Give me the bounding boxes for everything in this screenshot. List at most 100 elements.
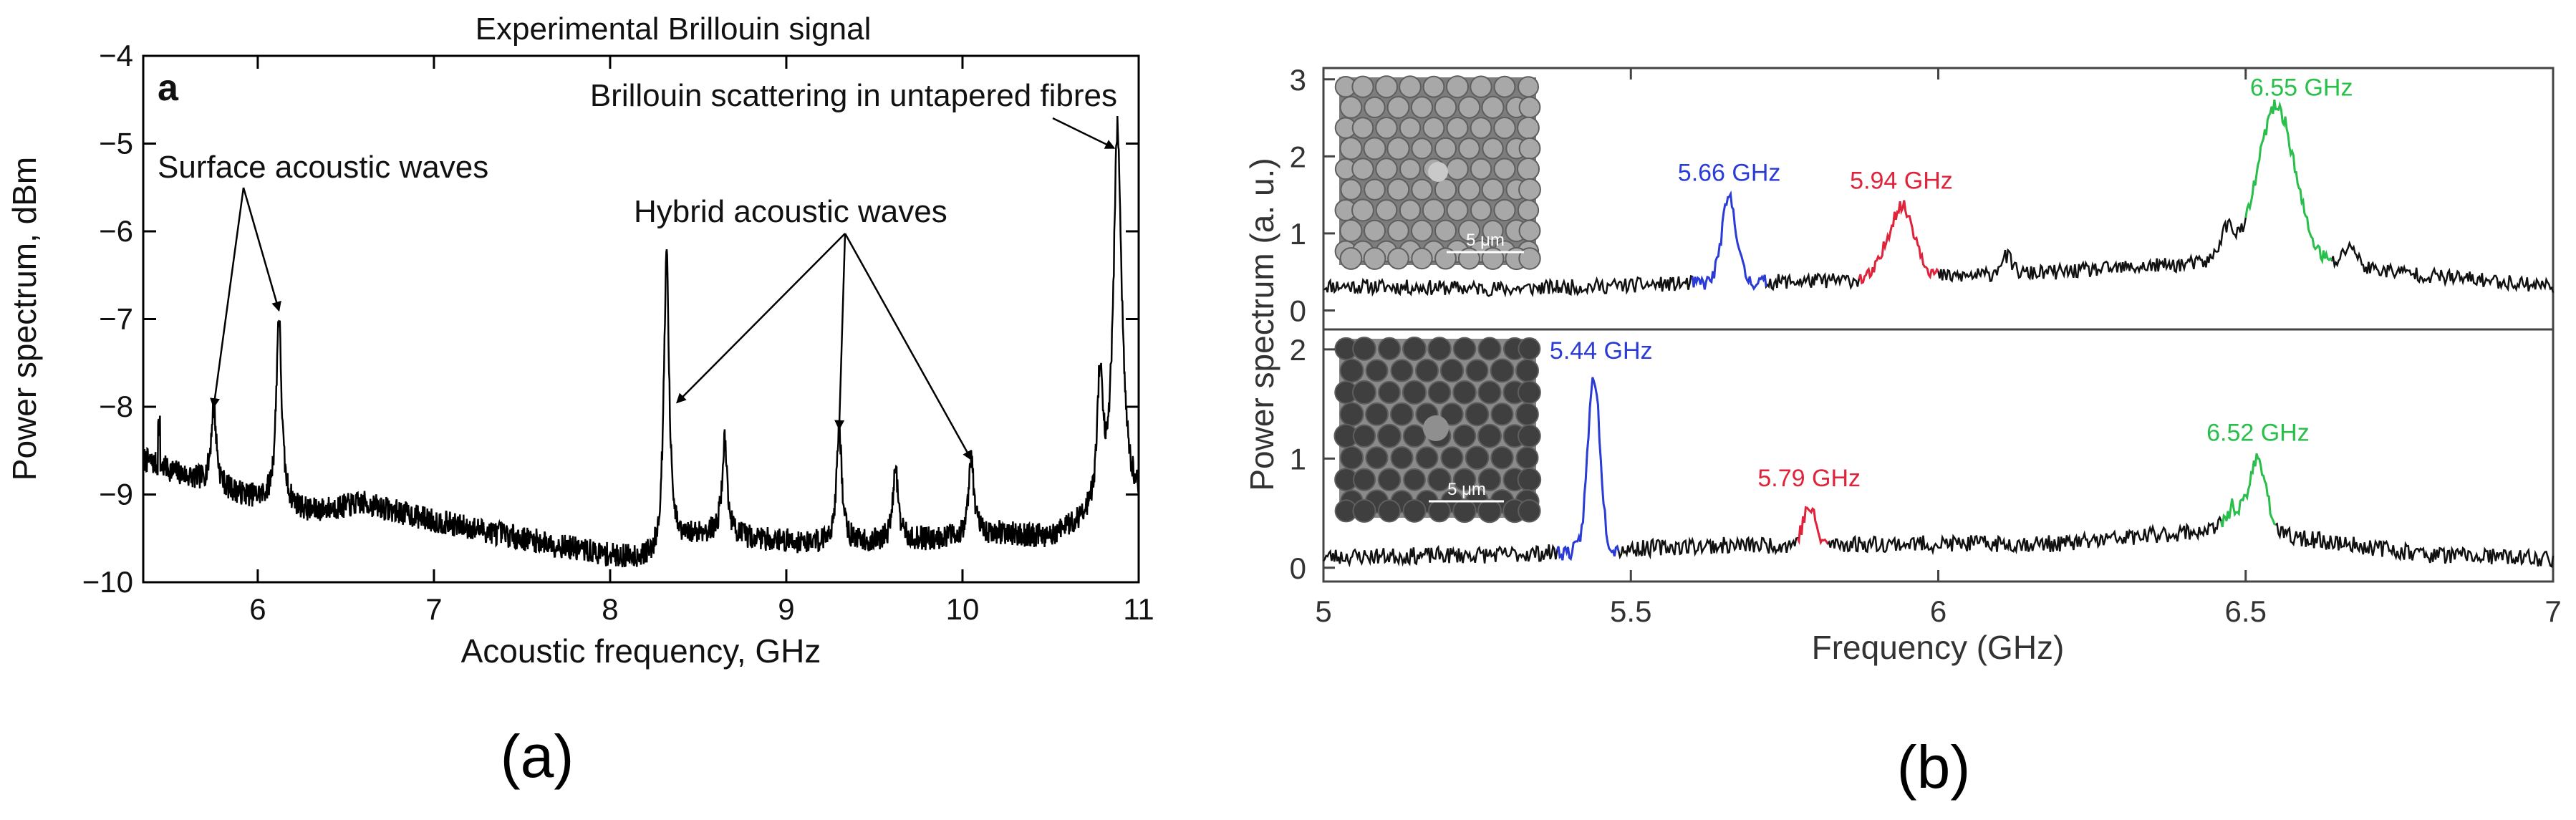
inset-hole [1422, 198, 1446, 222]
inset-hole [1339, 247, 1363, 270]
panel-a-ytick-label: −7 [99, 302, 133, 336]
panel-b-xtick-label: 7 [2544, 594, 2561, 628]
inset-hole [1387, 219, 1409, 242]
inset-hole [1457, 247, 1481, 270]
inset-hole [1387, 247, 1409, 270]
panel-b-xlabel: Frequency (GHz) [1812, 629, 2065, 666]
inset-hole [1352, 424, 1376, 448]
inset-hole [1352, 468, 1376, 491]
inset-hole [1470, 75, 1492, 98]
panel-a-y-ticks: −10 −9 −8 −7 −6 −5 −4 [82, 39, 1139, 599]
inset-hole [1386, 96, 1410, 119]
panel-b-ylabel: Power spectrum (a. u.) [1243, 158, 1280, 491]
inset-hole [1477, 337, 1502, 361]
inset-hole [1339, 358, 1364, 383]
panel-b-peak-label: 5.94 GHz [1850, 167, 1953, 194]
inset-hole [1399, 117, 1422, 139]
panel-b-peak-segment [2244, 100, 2333, 265]
panel-b-peak-segment [1555, 377, 1620, 561]
inset-hole [1411, 178, 1433, 201]
inset-hole [1414, 358, 1439, 382]
panel-a-letter: a [158, 67, 179, 109]
inset-hole [1477, 380, 1502, 405]
inset-hole [1465, 359, 1489, 382]
inset-hole [1376, 423, 1402, 448]
panel-b-xtick-label: 6.5 [2225, 594, 2267, 628]
inset-hole [1518, 424, 1541, 448]
inset-hole [1493, 75, 1516, 98]
inset-hole [1389, 402, 1414, 426]
inset-hole [1415, 446, 1439, 470]
inset-hole [1457, 219, 1481, 242]
inset-hole [1365, 359, 1389, 382]
panel-b-peak-label: 6.52 GHz [2206, 419, 2310, 446]
inset-hole [1493, 158, 1516, 180]
inset-hole [1402, 498, 1427, 523]
inset-hole [1390, 446, 1414, 470]
inset-hole [1477, 423, 1502, 448]
inset-hole [1440, 402, 1464, 426]
panel-a-ytick-label: −4 [99, 39, 133, 72]
panel-a-xtick-label: 10 [946, 592, 980, 626]
inset-hole [1375, 116, 1398, 140]
inset-hole [1518, 137, 1541, 160]
panel-b-x-ticks: 5 5.5 6 6.5 7 [1315, 68, 2562, 628]
inset-hole [1351, 117, 1374, 139]
annotation-arrow [676, 233, 846, 404]
panel-b-series-line [1322, 377, 2555, 569]
inset-hole [1351, 158, 1374, 180]
panel-a-ytick-label: −8 [99, 390, 133, 423]
inset-hole [1515, 358, 1539, 382]
panel-a-title: Experimental Brillouin signal [476, 11, 872, 47]
inset-hole [1375, 158, 1398, 180]
inset-hole [1465, 445, 1490, 471]
panel-b-ytick-label: 3 [1290, 63, 1306, 97]
inset-hole [1516, 158, 1540, 181]
inset-hole [1422, 117, 1445, 140]
inset-hole [1410, 219, 1434, 242]
inset-hole [1411, 138, 1433, 160]
panel-b-peak-label: 6.55 GHz [2250, 74, 2353, 101]
inset-hole [1457, 96, 1481, 119]
inset-hole [1446, 75, 1469, 99]
inset-hole [1411, 247, 1433, 270]
inset-hole [1365, 446, 1389, 470]
inset-hole [1351, 198, 1374, 222]
inset-hole [1375, 75, 1398, 99]
inset-hole [1402, 380, 1427, 405]
inset-hole [1364, 219, 1386, 242]
inset-hole [1427, 337, 1452, 361]
annotation-surface-waves: Surface acoustic waves [158, 150, 488, 185]
inset-hole [1517, 116, 1540, 140]
panel-b-peak-segment [2219, 453, 2277, 528]
inset-hole [1339, 219, 1363, 243]
inset-hole [1518, 247, 1541, 270]
inset-hole [1434, 96, 1457, 119]
inset-hole [1378, 380, 1401, 404]
inset-hole [1518, 178, 1541, 201]
panel-b-ytick-label: 1 [1290, 217, 1306, 251]
panel-a-xtick-label: 8 [602, 592, 618, 626]
panel-b-xtick-label: 6 [1930, 594, 1947, 628]
inset-hole [1518, 337, 1541, 360]
inset-hole [1352, 498, 1376, 523]
inset-hole [1422, 75, 1445, 98]
inset-hole [1477, 498, 1502, 524]
inset-hole [1402, 424, 1427, 448]
inset-hole [1481, 178, 1505, 201]
panel-b-peak-segment [1691, 190, 1767, 291]
panel-b-peak-segment [1858, 200, 1939, 285]
inset-hole [1403, 468, 1426, 491]
panel-b-ytick-label: 0 [1290, 294, 1306, 327]
inset-hole [1515, 402, 1539, 426]
panel-a: Experimental Brillouin signal a −10−9−8−… [6, 11, 1154, 670]
inset-hole [1365, 402, 1389, 426]
inset-hole [1482, 138, 1504, 160]
inset-hole [1339, 137, 1363, 160]
inset-hole [1351, 380, 1377, 405]
panel-a-ylabel: Power spectrum, dBm [6, 157, 43, 481]
caption-a: (a) [501, 723, 574, 790]
inset-hole [1428, 499, 1451, 523]
panel-a-ytick-label: −10 [82, 565, 133, 599]
